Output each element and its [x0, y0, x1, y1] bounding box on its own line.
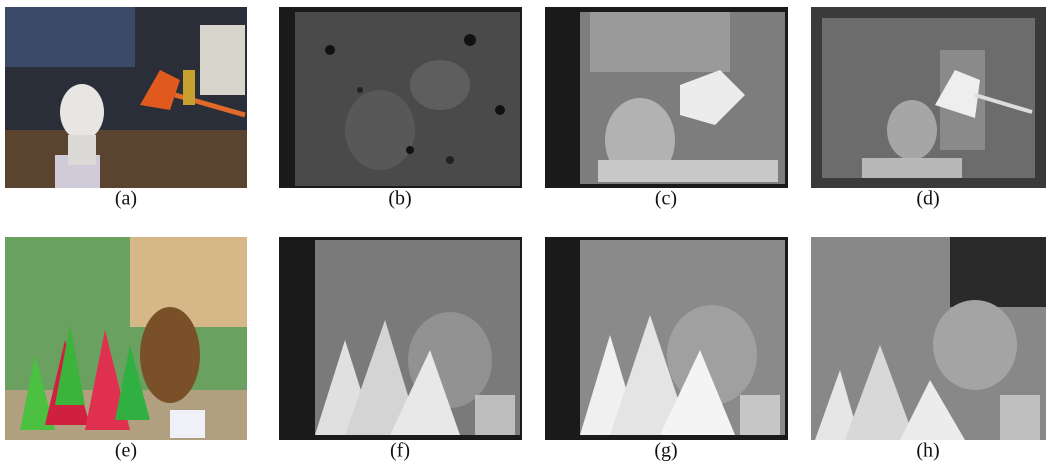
image-e — [5, 237, 247, 440]
figure: (a) (b) (c) (d) (e) (f) (g) (h) — [0, 0, 1049, 466]
image-d — [811, 7, 1046, 188]
caption: (e) — [115, 440, 137, 462]
page: {"panels": [ {"caption": "(a)"}, {"capti… — [0, 0, 1049, 466]
image-c — [545, 7, 788, 188]
caption: (b) — [388, 188, 411, 210]
caption: (d) — [916, 188, 939, 210]
caption: (f) — [390, 440, 410, 462]
image-f — [279, 237, 522, 440]
caption: (h) — [916, 440, 939, 462]
caption: (c) — [655, 188, 677, 210]
caption: (a) — [115, 188, 137, 210]
image-b — [279, 7, 522, 188]
caption: (g) — [654, 440, 677, 462]
image-a — [5, 7, 247, 188]
image-h — [811, 237, 1046, 440]
image-g — [545, 237, 788, 440]
